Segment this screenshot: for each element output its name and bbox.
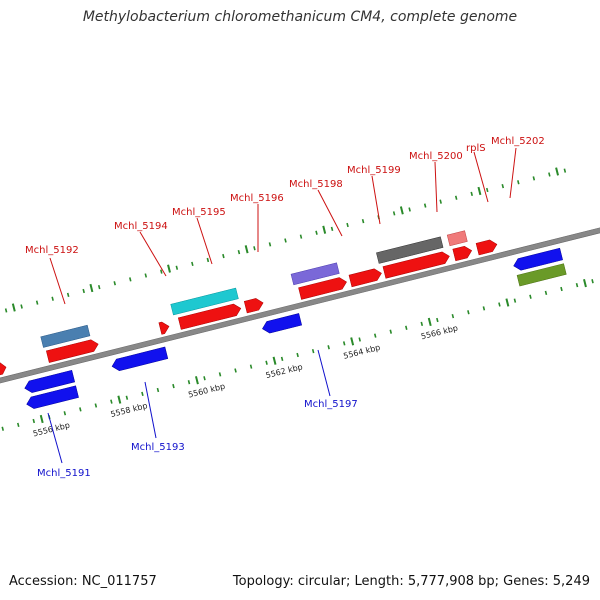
gene-label-reverse: Mchl_5191 — [37, 468, 91, 479]
scale-label: 5556 kbp — [32, 421, 71, 439]
scale-label: 5558 kbp — [110, 401, 149, 419]
tick-row-upper — [4, 167, 567, 313]
scale-label: 5566 kbp — [420, 323, 459, 341]
gene-label-forward: rplS — [466, 143, 486, 154]
gene-label-forward: Mchl_5196 — [230, 193, 284, 204]
leader-lines-forward — [49, 147, 517, 305]
feature-gray — [376, 236, 444, 264]
cds-reverse-track — [24, 247, 563, 409]
feature-slateblue — [290, 262, 340, 286]
scale-label: 5564 kbp — [342, 343, 381, 361]
map-title: Methylobacterium chloromethanicum CM4, c… — [82, 9, 518, 25]
scale-label: 5562 kbp — [265, 362, 304, 380]
tick-row-lower — [1, 278, 594, 431]
gene-label-forward: Mchl_5198 — [289, 179, 343, 190]
gene-label-forward: Mchl_5199 — [347, 165, 401, 176]
gene-label-forward: Mchl_5192 — [25, 245, 79, 256]
feature-pink — [446, 230, 468, 247]
genome-backbone — [0, 217, 600, 393]
gene-label-reverse: Mchl_5197 — [304, 399, 358, 410]
scale-label: 5560 kbp — [187, 382, 226, 400]
genome-map: 5556 kbp 5558 kbp 5560 kbp 5562 kbp 5564… — [0, 136, 600, 479]
gene-label-forward: Mchl_5202 — [491, 136, 545, 147]
feature-olive — [516, 263, 567, 287]
gene-label-forward: Mchl_5200 — [409, 151, 463, 162]
feature-steelblue — [40, 324, 91, 348]
gene-label-forward: Mchl_5195 — [172, 207, 226, 218]
feature-cyan — [170, 287, 239, 316]
cds-forward-track — [0, 239, 498, 378]
genome-summary-text: Topology: circular; Length: 5,777,908 bp… — [232, 574, 590, 589]
gene-label-forward: Mchl_5194 — [114, 221, 168, 232]
gene-label-reverse: Mchl_5193 — [131, 442, 185, 453]
leader-lines-reverse — [47, 349, 331, 464]
accession-text: Accession: NC_011757 — [9, 574, 157, 589]
